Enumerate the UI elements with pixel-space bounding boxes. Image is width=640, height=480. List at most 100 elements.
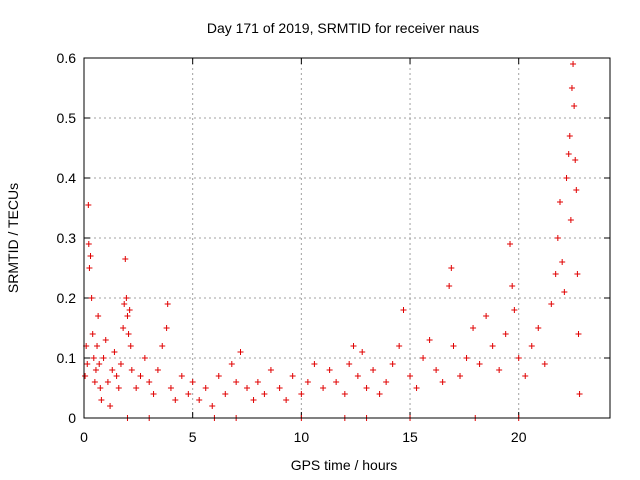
data-point	[528, 343, 535, 349]
data-point	[572, 157, 579, 163]
data-point	[574, 271, 581, 277]
data-point	[326, 367, 333, 373]
data-point	[87, 253, 94, 259]
y-tick-label: 0.5	[57, 110, 77, 126]
data-point	[276, 385, 283, 391]
y-tick-label: 0.2	[57, 290, 77, 306]
data-point	[261, 391, 268, 397]
data-point	[383, 379, 390, 385]
data-point	[267, 367, 274, 373]
data-point	[117, 361, 124, 367]
data-point	[123, 295, 130, 301]
data-point	[496, 367, 503, 373]
data-point	[450, 343, 457, 349]
data-point	[541, 361, 548, 367]
data-point	[489, 343, 496, 349]
x-tick-label: 0	[80, 429, 88, 445]
data-point	[413, 385, 420, 391]
x-tick-label: 20	[511, 429, 527, 445]
data-point	[554, 235, 561, 241]
data-point	[113, 373, 120, 379]
data-point	[128, 367, 135, 373]
data-point	[121, 301, 128, 307]
data-point	[448, 265, 455, 271]
x-tick-label: 15	[402, 429, 418, 445]
data-point	[209, 403, 216, 409]
data-point	[92, 367, 99, 373]
data-point	[341, 391, 348, 397]
data-point	[84, 361, 91, 367]
data-point	[446, 283, 453, 289]
axis-ticks: 0 0.1 0.2 0.3 0.4 0.5 0.6 0 5 10 15 20	[57, 50, 610, 445]
data-point	[396, 343, 403, 349]
data-point	[561, 289, 568, 295]
data-point	[502, 331, 509, 337]
data-point	[552, 271, 559, 277]
data-point	[164, 301, 171, 307]
data-point	[420, 355, 427, 361]
data-point	[433, 367, 440, 373]
data-point	[244, 385, 251, 391]
data-point	[90, 355, 97, 361]
data-point	[137, 373, 144, 379]
data-point	[196, 397, 203, 403]
data-point	[111, 349, 118, 355]
data-point	[476, 361, 483, 367]
data-point	[304, 379, 311, 385]
data-point	[189, 379, 196, 385]
data-point	[470, 325, 477, 331]
data-point	[568, 85, 575, 91]
data-point	[89, 331, 96, 337]
data-point	[426, 337, 433, 343]
data-point	[95, 313, 102, 319]
data-point	[86, 265, 93, 271]
data-point	[85, 202, 92, 208]
data-point	[127, 343, 134, 349]
data-point	[104, 379, 111, 385]
data-point	[233, 379, 240, 385]
data-point	[250, 397, 257, 403]
data-point	[400, 307, 407, 313]
data-point	[94, 343, 101, 349]
data-point	[548, 301, 555, 307]
data-point	[82, 373, 89, 379]
data-point	[96, 361, 103, 367]
data-point	[407, 373, 414, 379]
data-point	[91, 379, 98, 385]
data-point	[124, 313, 131, 319]
data-point	[333, 379, 340, 385]
data-point	[563, 175, 570, 181]
data-point	[88, 295, 95, 301]
data-point	[120, 325, 127, 331]
data-point	[298, 391, 305, 397]
data-point	[567, 217, 574, 223]
data-point	[109, 367, 116, 373]
data-point	[575, 331, 582, 337]
data-point	[363, 385, 370, 391]
data-point	[511, 307, 518, 313]
data-point	[141, 355, 148, 361]
data-point	[289, 373, 296, 379]
data-point	[370, 367, 377, 373]
data-point	[125, 331, 132, 337]
data-point	[311, 361, 318, 367]
data-point	[133, 385, 140, 391]
data-point	[515, 355, 522, 361]
data-point	[346, 361, 353, 367]
data-point	[202, 385, 209, 391]
data-point	[457, 373, 464, 379]
data-point	[522, 373, 529, 379]
y-axis-label: SRMTID / TECUs	[5, 183, 21, 293]
data-point	[215, 373, 222, 379]
data-point	[100, 355, 107, 361]
data-point	[570, 61, 577, 67]
data-point	[576, 391, 583, 397]
data-point	[566, 133, 573, 139]
data-point	[350, 343, 357, 349]
y-tick-label: 0.4	[57, 170, 77, 186]
data-point	[389, 361, 396, 367]
data-point	[559, 259, 566, 265]
data-point	[354, 373, 361, 379]
data-point	[439, 379, 446, 385]
